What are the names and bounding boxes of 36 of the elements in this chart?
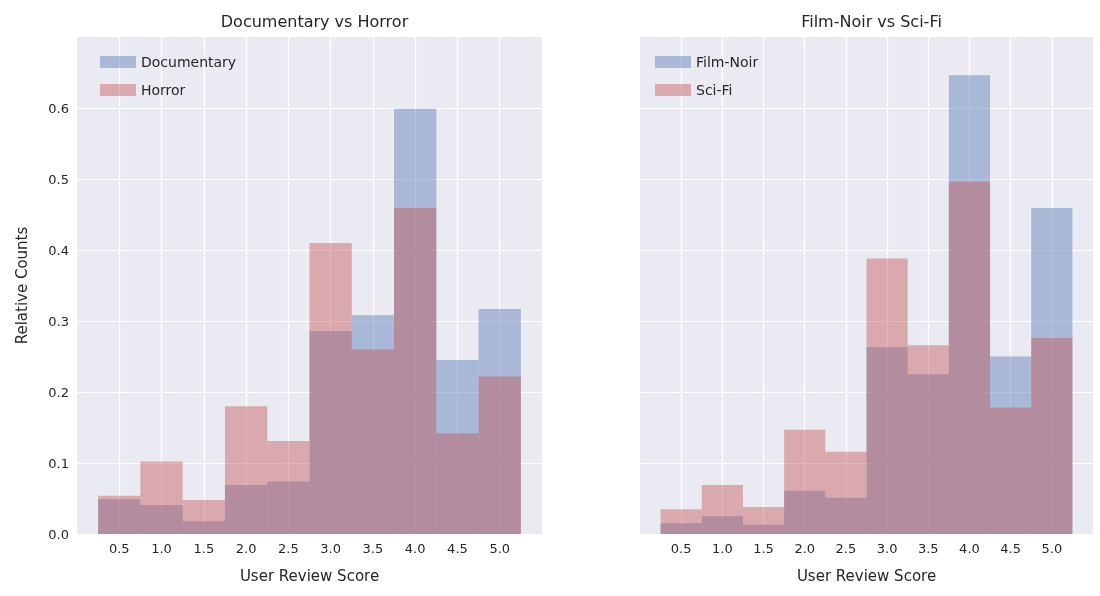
x-tick-label: 3.5 xyxy=(362,541,384,556)
y-tick-label: 0.2 xyxy=(48,384,69,400)
x-tick-label: 3.0 xyxy=(320,541,341,556)
x-tick-label: 2.0 xyxy=(235,541,257,556)
y-tick-label: 0.6 xyxy=(48,100,69,116)
y-axis-title: Relative Counts xyxy=(12,226,31,345)
x-tick-label: 2.0 xyxy=(794,541,816,556)
x-tick-label: 4.5 xyxy=(447,541,468,556)
x-tick-label: 2.5 xyxy=(278,541,299,556)
x-tick-label: 0.5 xyxy=(108,541,130,556)
chart-title: Film-Noir vs Sci-Fi xyxy=(801,11,942,31)
y-tick-label: 0.0 xyxy=(48,526,69,542)
y-tick-label: 0.1 xyxy=(48,455,69,471)
legend-label: Film-Noir xyxy=(696,54,759,70)
legend-label: Sci-Fi xyxy=(696,82,733,98)
x-tick-label: 3.5 xyxy=(917,541,939,556)
x-tick-label: 1.0 xyxy=(712,541,733,556)
y-tick-label: 0.5 xyxy=(48,171,69,187)
x-axis-title: User Review Score xyxy=(796,566,937,585)
x-tick-label: 3.0 xyxy=(876,541,898,556)
x-tick-label: 5.0 xyxy=(489,541,511,556)
x-tick-label: 1.5 xyxy=(753,541,774,556)
x-axis-title: User Review Score xyxy=(239,566,380,585)
x-tick-label: 4.5 xyxy=(1000,541,1021,556)
x-tick-label: 4.0 xyxy=(959,541,980,556)
x-tick-label: 1.0 xyxy=(151,541,172,556)
x-tick-label: 5.0 xyxy=(1041,541,1063,556)
y-tick-label: 0.3 xyxy=(48,313,69,329)
x-tick-label: 1.5 xyxy=(193,541,215,556)
x-tick-label: 2.5 xyxy=(835,541,857,556)
legend-label: Horror xyxy=(141,82,186,98)
x-tick-label: 4.0 xyxy=(404,541,426,556)
x-tick-label: 0.5 xyxy=(670,541,692,556)
chart-title: Documentary vs Horror xyxy=(220,11,409,31)
y-tick-label: 0.4 xyxy=(48,242,69,258)
legend-label: Documentary xyxy=(141,54,237,70)
